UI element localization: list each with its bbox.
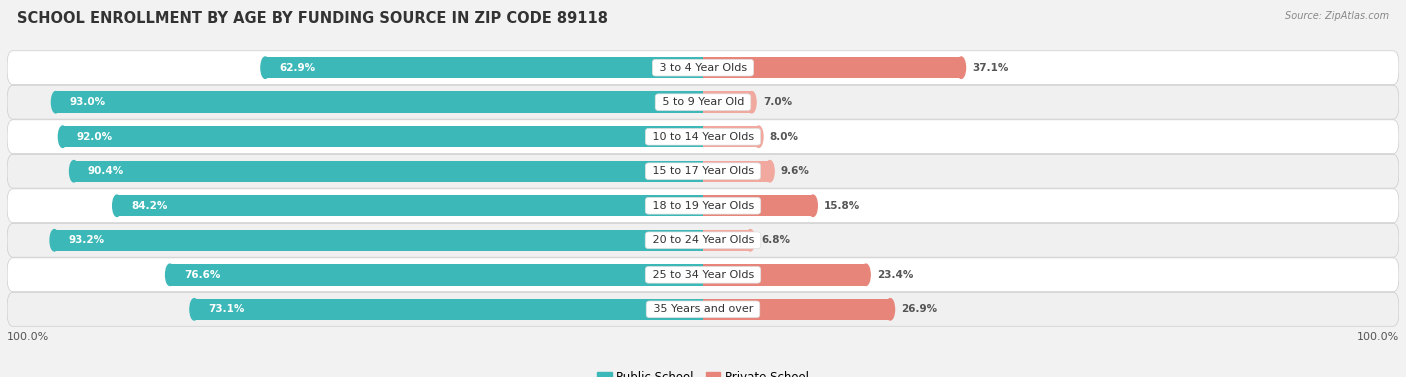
FancyBboxPatch shape — [7, 51, 1399, 84]
Circle shape — [52, 92, 60, 113]
Bar — [266, 57, 703, 78]
FancyBboxPatch shape — [7, 223, 1399, 257]
Circle shape — [748, 92, 756, 113]
Text: 6.8%: 6.8% — [762, 235, 790, 245]
Text: 25 to 34 Year Olds: 25 to 34 Year Olds — [648, 270, 758, 280]
Circle shape — [190, 299, 198, 320]
Circle shape — [765, 161, 775, 182]
Text: 93.2%: 93.2% — [69, 235, 104, 245]
Text: 9.6%: 9.6% — [780, 166, 810, 176]
Text: 62.9%: 62.9% — [280, 63, 315, 73]
Text: 73.1%: 73.1% — [208, 304, 245, 314]
FancyBboxPatch shape — [7, 85, 1399, 119]
Text: 7.0%: 7.0% — [763, 97, 792, 107]
Bar — [703, 264, 866, 285]
Text: 5 to 9 Year Old: 5 to 9 Year Old — [658, 97, 748, 107]
Text: 35 Years and over: 35 Years and over — [650, 304, 756, 314]
Circle shape — [747, 230, 755, 251]
Bar — [703, 230, 751, 251]
Text: 100.0%: 100.0% — [7, 332, 49, 342]
Text: 3 to 4 Year Olds: 3 to 4 Year Olds — [655, 63, 751, 73]
Text: 93.0%: 93.0% — [70, 97, 105, 107]
Text: 100.0%: 100.0% — [1357, 332, 1399, 342]
Text: 8.0%: 8.0% — [770, 132, 799, 142]
Bar — [703, 57, 962, 78]
Bar — [56, 92, 703, 113]
Bar — [170, 264, 703, 285]
Text: 76.6%: 76.6% — [184, 270, 221, 280]
Text: SCHOOL ENROLLMENT BY AGE BY FUNDING SOURCE IN ZIP CODE 89118: SCHOOL ENROLLMENT BY AGE BY FUNDING SOUR… — [17, 11, 607, 26]
Text: 15.8%: 15.8% — [824, 201, 860, 211]
Bar — [194, 299, 703, 320]
Bar — [703, 195, 813, 216]
Circle shape — [51, 230, 59, 251]
Bar — [703, 126, 759, 147]
Bar — [117, 195, 703, 216]
Circle shape — [112, 195, 121, 216]
Text: 18 to 19 Year Olds: 18 to 19 Year Olds — [648, 201, 758, 211]
Text: 90.4%: 90.4% — [87, 166, 124, 176]
Circle shape — [808, 195, 817, 216]
Text: 10 to 14 Year Olds: 10 to 14 Year Olds — [648, 132, 758, 142]
Circle shape — [262, 57, 270, 78]
Circle shape — [69, 161, 79, 182]
Circle shape — [886, 299, 894, 320]
Text: Source: ZipAtlas.com: Source: ZipAtlas.com — [1285, 11, 1389, 21]
Bar — [63, 126, 703, 147]
Bar — [703, 161, 770, 182]
Legend: Public School, Private School: Public School, Private School — [593, 366, 813, 377]
FancyBboxPatch shape — [7, 120, 1399, 154]
Text: 15 to 17 Year Olds: 15 to 17 Year Olds — [648, 166, 758, 176]
Circle shape — [957, 57, 966, 78]
FancyBboxPatch shape — [7, 293, 1399, 326]
Bar — [703, 299, 890, 320]
FancyBboxPatch shape — [7, 258, 1399, 292]
Text: 26.9%: 26.9% — [901, 304, 938, 314]
FancyBboxPatch shape — [7, 154, 1399, 188]
Text: 23.4%: 23.4% — [877, 270, 914, 280]
Text: 84.2%: 84.2% — [131, 201, 167, 211]
Bar — [75, 161, 703, 182]
Text: 20 to 24 Year Olds: 20 to 24 Year Olds — [648, 235, 758, 245]
Text: 37.1%: 37.1% — [973, 63, 1008, 73]
Bar — [55, 230, 703, 251]
Circle shape — [166, 264, 174, 285]
Bar — [703, 92, 752, 113]
Circle shape — [862, 264, 870, 285]
Circle shape — [59, 126, 67, 147]
Text: 92.0%: 92.0% — [77, 132, 112, 142]
FancyBboxPatch shape — [7, 189, 1399, 223]
Circle shape — [755, 126, 763, 147]
